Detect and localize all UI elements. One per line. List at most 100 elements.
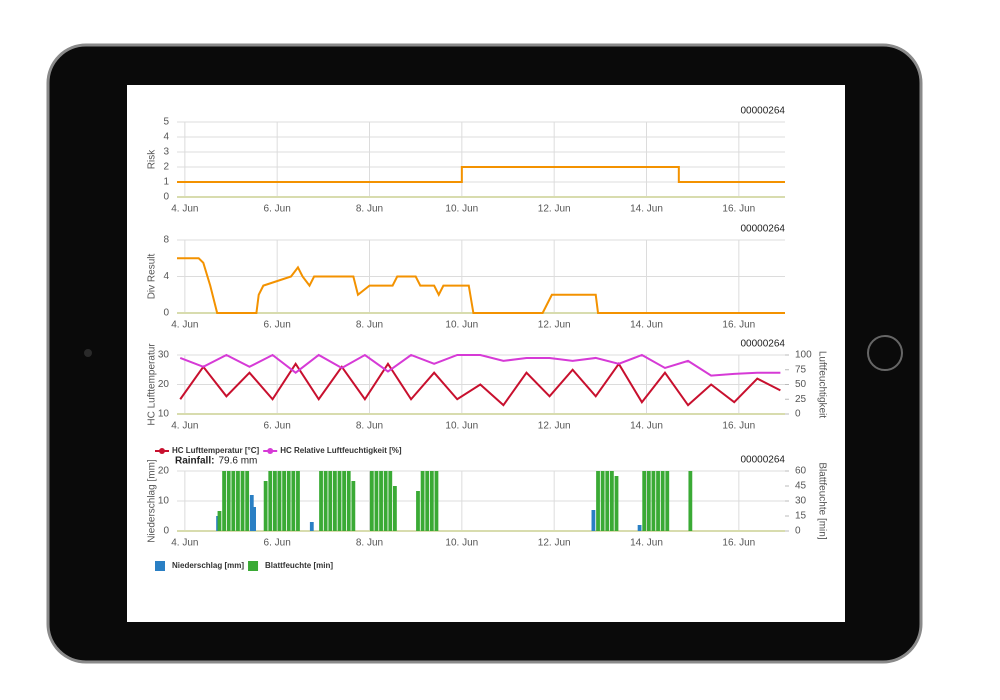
series-line — [177, 166, 785, 183]
x-tick-label: 14. Jun — [630, 204, 663, 215]
annotation: Rainfall: — [175, 456, 214, 467]
bar — [346, 471, 351, 531]
x-tick-label: 12. Jun — [538, 421, 571, 432]
bar — [222, 471, 226, 531]
bar — [217, 511, 222, 531]
legend-label: HC Relative Luftfeuchtigkeit [%] — [280, 446, 402, 455]
legend-symbol — [248, 561, 259, 571]
bar — [286, 471, 291, 531]
y-axis-title: Div Result — [147, 254, 158, 300]
series-line — [179, 353, 781, 377]
bar — [665, 471, 670, 531]
bar — [420, 471, 425, 531]
y-tick-label: 1 — [163, 177, 169, 188]
y2-tick-label: 100 — [795, 350, 812, 361]
x-tick-label: 6. Jun — [264, 421, 291, 432]
bar — [252, 507, 256, 531]
bar — [282, 471, 287, 531]
screen — [127, 85, 845, 622]
x-tick-label: 10. Jun — [445, 320, 478, 331]
legend-label: Niederschlag [mm] — [172, 561, 244, 570]
x-tick-label: 10. Jun — [445, 538, 478, 549]
bar — [609, 471, 614, 531]
bar — [642, 471, 647, 531]
bar — [240, 471, 245, 531]
x-tick-label: 12. Jun — [538, 204, 571, 215]
bar — [328, 471, 333, 531]
series-line — [179, 362, 781, 407]
x-tick-label: 12. Jun — [538, 320, 571, 331]
bar — [268, 471, 273, 531]
bar — [651, 471, 656, 531]
chart-label: 00000264 — [741, 339, 786, 350]
x-tick-label: 14. Jun — [630, 320, 663, 331]
camera — [84, 349, 92, 357]
bar — [277, 471, 282, 531]
x-tick-label: 4. Jun — [171, 538, 198, 549]
y-tick-label: 10 — [158, 409, 170, 420]
bar — [291, 471, 296, 531]
bar — [434, 471, 439, 531]
bar — [249, 495, 254, 531]
y-tick-label: 4 — [163, 132, 169, 143]
x-tick-label: 16. Jun — [722, 538, 755, 549]
annotation: 79.6 mm — [218, 456, 257, 467]
chart-label: 00000264 — [741, 455, 786, 466]
bar — [342, 471, 347, 531]
bar — [637, 525, 642, 531]
y-axis-title: Niederschlag [mm] — [147, 459, 158, 543]
bar — [429, 471, 434, 531]
x-tick-label: 6. Jun — [264, 204, 291, 215]
y2-tick-label: 45 — [795, 481, 807, 492]
x-tick-label: 4. Jun — [171, 204, 198, 215]
home-button[interactable] — [867, 335, 903, 371]
x-tick-label: 16. Jun — [722, 421, 755, 432]
series-line — [177, 257, 785, 314]
x-tick-label: 6. Jun — [264, 538, 291, 549]
x-tick-label: 14. Jun — [630, 538, 663, 549]
bar — [425, 471, 430, 531]
bar — [369, 471, 374, 531]
x-tick-label: 12. Jun — [538, 538, 571, 549]
bar — [323, 471, 328, 531]
chart-label: 00000264 — [741, 224, 786, 235]
bar — [231, 471, 236, 531]
bar — [393, 486, 397, 531]
bar — [605, 471, 610, 531]
bar — [416, 491, 420, 531]
x-tick-label: 6. Jun — [264, 320, 291, 331]
bar — [596, 471, 600, 531]
y2-tick-label: 60 — [795, 466, 807, 477]
bar — [332, 471, 337, 531]
y-tick-label: 3 — [163, 147, 169, 158]
y-tick-label: 2 — [163, 162, 169, 173]
x-tick-label: 8. Jun — [356, 320, 383, 331]
y2-tick-label: 15 — [795, 511, 807, 522]
y-tick-label: 4 — [163, 271, 169, 282]
x-tick-label: 10. Jun — [445, 204, 478, 215]
y-tick-label: 5 — [163, 117, 169, 128]
legend-symbol — [267, 448, 274, 454]
bar — [226, 471, 231, 531]
y-tick-label: 8 — [163, 235, 169, 246]
bar — [351, 481, 356, 531]
y2-tick-label: 30 — [795, 496, 807, 507]
y-tick-label: 0 — [163, 526, 169, 537]
y-tick-label: 0 — [163, 308, 169, 319]
bar — [374, 471, 379, 531]
y2-tick-label: 25 — [795, 394, 807, 405]
y-axis-title: HC Lufttemperatur — [147, 343, 158, 426]
bar — [245, 471, 250, 531]
y-tick-label: 20 — [158, 466, 170, 477]
bar — [688, 471, 693, 531]
bar — [660, 471, 665, 531]
x-tick-label: 16. Jun — [722, 320, 755, 331]
y2-tick-label: 0 — [795, 409, 801, 420]
y-tick-label: 30 — [158, 350, 170, 361]
bar — [383, 471, 388, 531]
bar — [236, 471, 240, 531]
x-tick-label: 8. Jun — [356, 538, 383, 549]
bar — [263, 481, 268, 531]
bar — [296, 471, 300, 531]
